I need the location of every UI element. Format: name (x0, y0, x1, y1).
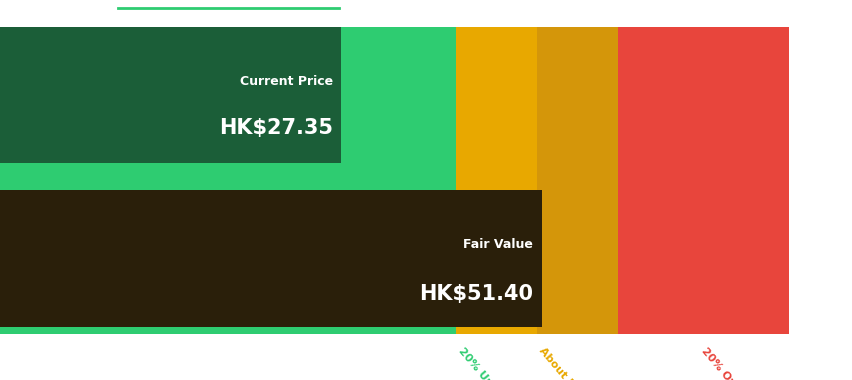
Bar (537, 27, 618, 171)
Bar (456, 171, 537, 190)
Text: Current Price: Current Price (239, 75, 332, 88)
Bar (618, 171, 788, 190)
Bar (456, 190, 537, 334)
Bar (0, 27, 456, 171)
Text: HK$51.40: HK$51.40 (418, 284, 532, 304)
Text: Fair Value: Fair Value (463, 238, 532, 252)
Bar (0, 171, 456, 190)
Bar (618, 27, 788, 171)
Bar (618, 190, 788, 334)
Text: HK$27.35: HK$27.35 (218, 118, 332, 138)
Bar (0, 190, 541, 327)
Text: About Right: About Right (537, 346, 592, 380)
Bar (537, 171, 618, 190)
Text: 20% Overvalued: 20% Overvalued (699, 346, 772, 380)
Bar (456, 27, 537, 171)
Bar (0, 27, 341, 163)
Bar (537, 190, 618, 334)
Bar (0, 190, 456, 334)
Text: 20% Undervalued: 20% Undervalued (456, 346, 534, 380)
